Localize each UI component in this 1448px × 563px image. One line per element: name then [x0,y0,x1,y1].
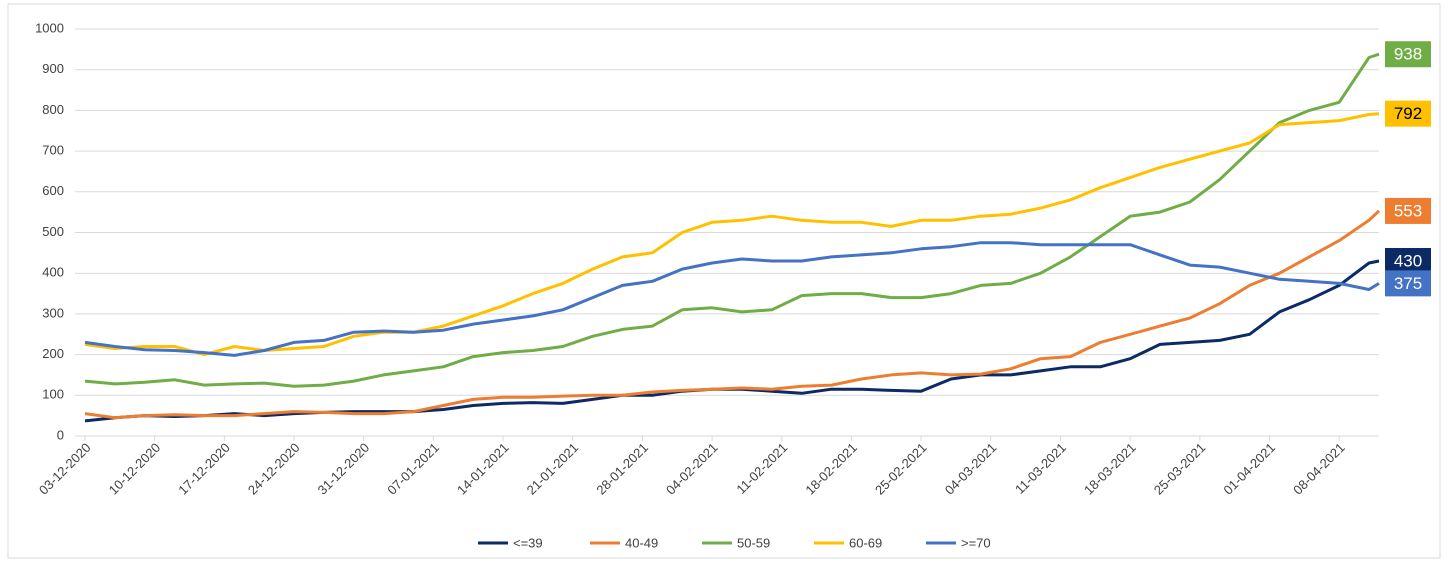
legend-label: 60-69 [849,535,882,550]
end-label-text: 792 [1394,104,1422,123]
end-label-box [1385,41,1431,68]
end-label: 792 [1385,100,1431,127]
y-tick-label: 700 [42,143,64,158]
y-tick-label: 500 [42,224,64,239]
end-label: 430 [1385,247,1431,274]
end-label-box [1385,197,1431,224]
series-line [84,112,1380,357]
end-label-text: 375 [1394,274,1422,293]
legend-label: >=70 [961,535,991,550]
end-label-text: 938 [1394,45,1422,64]
series-line [84,52,1380,388]
end-label-text: 430 [1394,251,1422,270]
end-label-box [1385,247,1431,274]
legend-label: 50-59 [737,535,770,550]
series-line [84,241,1380,357]
chart-frame [7,3,1441,559]
end-label: 553 [1385,197,1431,224]
y-tick-label: 0 [57,427,64,442]
y-tick-label: 800 [42,102,64,117]
y-tick-label: 1000 [35,20,64,35]
y-tick-label: 600 [42,183,64,198]
y-tick-label: 200 [42,346,64,361]
end-label: 375 [1385,270,1431,297]
legend-label: 40-49 [625,535,658,550]
legend-label: <=39 [513,535,543,550]
end-label: 938 [1385,41,1431,68]
y-tick-label: 400 [42,265,64,280]
y-tick-label: 900 [42,61,64,76]
series-line [84,209,1381,420]
y-tick-label: 300 [42,305,64,320]
end-label-text: 553 [1394,201,1422,220]
end-label-box [1385,100,1431,127]
y-tick-label: 100 [42,387,64,402]
end-label-box [1385,270,1431,297]
